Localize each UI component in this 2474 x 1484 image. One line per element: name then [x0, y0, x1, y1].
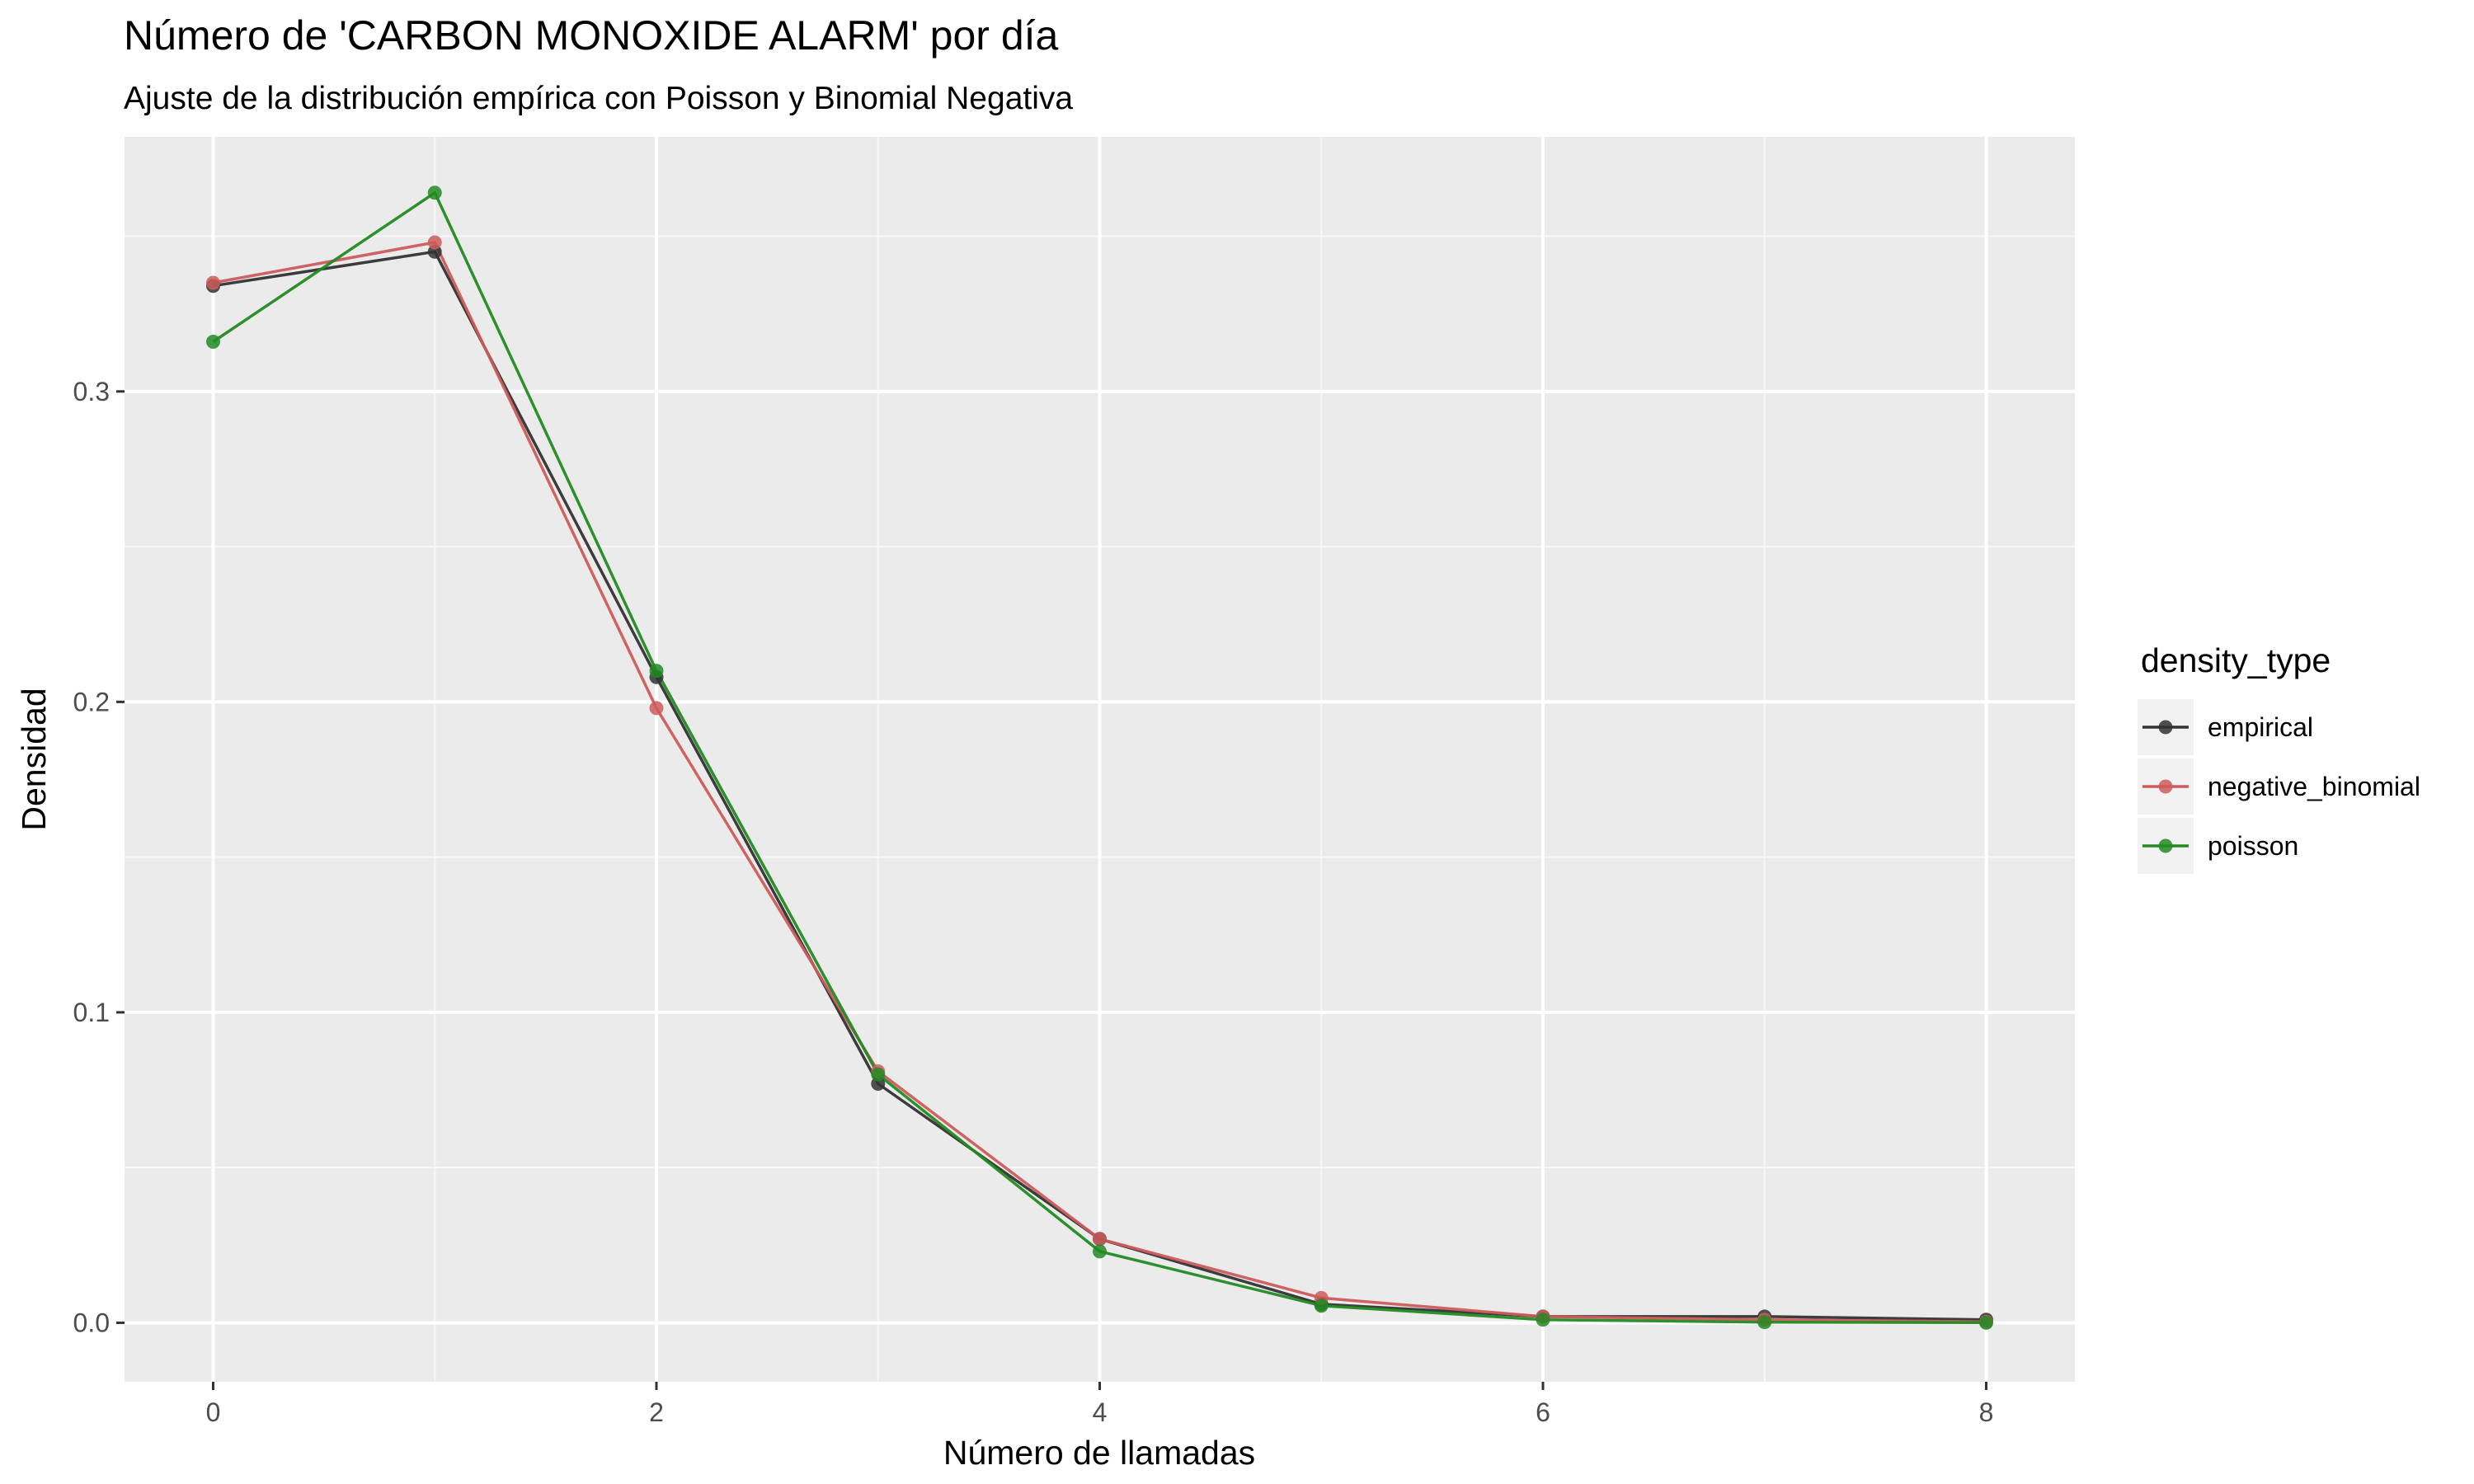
x-tick-label: 8	[1979, 1397, 1994, 1427]
x-tick-label: 0	[206, 1397, 221, 1427]
data-point-poisson	[1979, 1315, 1993, 1330]
legend: density_type empirical negative_binomialp…	[2138, 641, 2420, 874]
x-axis-label: Número de llamadas	[943, 1434, 1255, 1472]
legend-item-negative-binomial: negative_binomial	[2138, 758, 2420, 815]
data-point-poisson	[1757, 1315, 1772, 1330]
grid-major	[125, 137, 2075, 1382]
data-point-poisson	[649, 664, 664, 679]
data-point-negative-binomial	[1093, 1232, 1107, 1247]
y-axis: 0.0 0.1 0.2 0.3	[73, 377, 125, 1337]
data-point-poisson	[427, 186, 442, 200]
data-point-poisson	[206, 335, 220, 350]
series-points	[206, 186, 1993, 1330]
data-point-poisson	[1314, 1298, 1329, 1313]
y-axis-label: Densidad	[15, 688, 53, 830]
data-point-poisson	[1536, 1313, 1550, 1327]
legend-label: poisson	[2208, 831, 2298, 861]
y-tick-label: 0.0	[73, 1308, 110, 1337]
legend-item-empirical: empirical	[2138, 699, 2313, 755]
y-tick-label: 0.1	[73, 998, 110, 1027]
x-tick-label: 4	[1093, 1397, 1108, 1427]
data-point-negative-binomial	[427, 235, 442, 250]
legend-title: density_type	[2141, 641, 2331, 679]
data-point-negative-binomial	[649, 701, 664, 716]
data-point-poisson	[871, 1067, 886, 1082]
chart-title: Número de 'CARBON MONOXIDE ALARM' por dí…	[124, 12, 1059, 59]
x-tick-label: 2	[649, 1397, 664, 1427]
data-point-negative-binomial	[206, 275, 220, 290]
legend-label: negative_binomial	[2208, 772, 2420, 801]
y-tick-label: 0.2	[73, 687, 110, 716]
legend-item-poisson: poisson	[2138, 818, 2298, 874]
x-tick-label: 6	[1536, 1397, 1550, 1427]
legend-key-point	[2158, 720, 2173, 735]
x-axis: 0 2 4 6 8	[206, 1382, 1994, 1427]
legend-key-point	[2158, 838, 2173, 853]
legend-key-point	[2158, 779, 2173, 794]
legend-label: empirical	[2208, 712, 2313, 742]
chart-subtitle: Ajuste de la distribución empírica con P…	[124, 81, 1073, 116]
y-tick-label: 0.3	[73, 377, 110, 406]
data-point-poisson	[1093, 1244, 1107, 1259]
